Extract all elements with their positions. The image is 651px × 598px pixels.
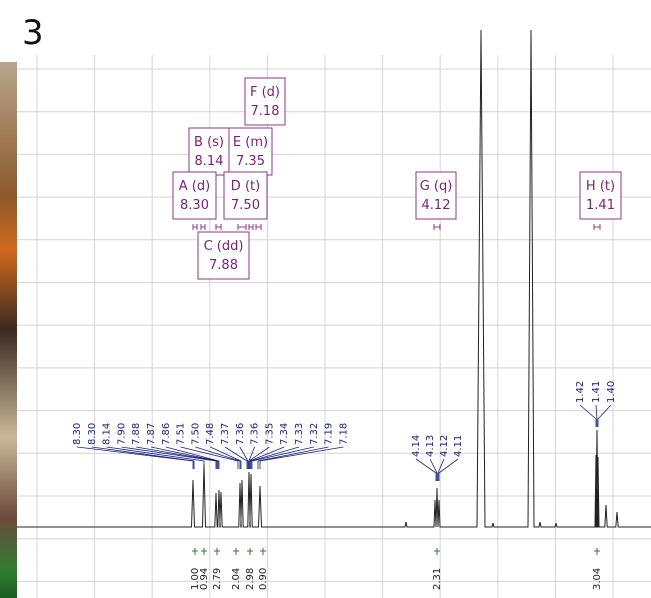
multiplet-label: D (t) [231, 179, 260, 194]
peak-connector [598, 405, 611, 427]
peak-connector [439, 459, 458, 481]
range-bracket [238, 224, 246, 230]
integral-value: 2.31 [432, 568, 443, 590]
figure-label: 3 [22, 13, 44, 53]
peak-label: 7.19 [324, 423, 335, 445]
integral-bracket [201, 548, 207, 555]
peak-label: 8.30 [87, 423, 98, 445]
peak-label: 7.32 [309, 423, 320, 445]
integral-value: 3.04 [592, 568, 603, 590]
peak-label: 7.51 [176, 423, 187, 445]
integral-value: 2.04 [231, 568, 242, 590]
integral-value: 2.98 [245, 568, 256, 590]
multiplet-box: F (d) 7.18 [245, 78, 285, 125]
integral-value: 0.94 [199, 568, 210, 590]
peak-connector [416, 459, 436, 481]
peak-label: 7.90 [116, 423, 127, 445]
multiplet-label: H (t) [586, 179, 615, 194]
multiplet-box: A (d) 8.30 [173, 172, 216, 219]
peak-label: 7.50 [190, 423, 201, 445]
integral-bracket [233, 548, 239, 555]
range-bracket [201, 224, 205, 230]
multiplet-label: C (dd) [204, 239, 244, 254]
multiplet-box: D (t) 7.50 [224, 172, 267, 219]
photo-strip [0, 62, 17, 598]
peak-connector [225, 447, 247, 469]
multiplet-shift: 7.88 [209, 258, 238, 273]
integral-bracket [192, 548, 198, 555]
multiplet-shift: 8.14 [195, 154, 224, 169]
integral-bracket [434, 548, 440, 555]
multiplet-shift: 7.18 [251, 104, 280, 119]
integral-bracket [594, 548, 600, 555]
multiplet-shift: 1.41 [586, 198, 615, 213]
range-bracket [594, 224, 600, 230]
integral-value: 0.90 [258, 568, 269, 590]
multiplet-label: A (d) [179, 179, 210, 194]
peak-label: 1.41 [591, 381, 602, 403]
multiplet-box: G (q) 4.12 [416, 172, 456, 219]
multiplet-box: C (dd) 7.88 [198, 232, 249, 279]
peak-label: 7.33 [294, 423, 305, 445]
multiplet-box: H (t) 1.41 [580, 172, 621, 219]
peak-label: 4.13 [425, 435, 436, 457]
multiplet-box: B (s) 8.14 [189, 128, 229, 175]
peak-label: 1.42 [575, 381, 586, 403]
multiplet-label: E (m) [233, 135, 268, 150]
integral-bracket [214, 548, 220, 555]
multiplet-shift: 8.30 [180, 198, 209, 213]
peak-label: 7.87 [146, 423, 157, 445]
peak-label: 4.14 [411, 435, 422, 457]
peak-label: 8.30 [72, 423, 83, 445]
integral-bracket [247, 548, 253, 555]
peak-label: 7.86 [161, 423, 172, 445]
peak-label: 7.48 [205, 423, 216, 445]
multiplet-label: G (q) [420, 179, 453, 194]
range-bracket [256, 224, 261, 230]
integral-value: 2.79 [212, 568, 223, 590]
multiplet-label: F (d) [250, 85, 280, 100]
peak-label: 1.40 [606, 381, 617, 403]
peak-label: 7.36 [235, 423, 246, 445]
multiplet-box: E (m) 7.35 [229, 128, 272, 175]
peak-label: 4.11 [453, 435, 464, 457]
range-bracket [249, 224, 253, 230]
multiplet-shift: 4.12 [422, 198, 451, 213]
multiplet-shift: 7.35 [236, 154, 265, 169]
peak-label: 4.12 [439, 435, 450, 457]
peak-label: 8.14 [102, 423, 113, 445]
peak-label: 7.36 [250, 423, 261, 445]
peak-label: 7.35 [264, 423, 275, 445]
range-bracket [216, 224, 221, 230]
peak-label: 7.88 [131, 423, 142, 445]
peak-label: 7.34 [279, 423, 290, 445]
peak-label: 7.37 [220, 423, 231, 445]
range-bracket [193, 224, 197, 230]
multiplet-label: B (s) [194, 135, 224, 150]
multiplet-shift: 7.50 [231, 198, 260, 213]
integral-bracket [260, 548, 266, 555]
peak-label: 7.18 [338, 423, 349, 445]
peak-connector [258, 447, 329, 469]
range-bracket [434, 224, 440, 230]
nmr-figure: 3 F (d) 7.18 B (s) 8.14 E (m) 7.35 A (d) 8.30 D … [0, 0, 651, 598]
peak-connector [580, 405, 596, 427]
